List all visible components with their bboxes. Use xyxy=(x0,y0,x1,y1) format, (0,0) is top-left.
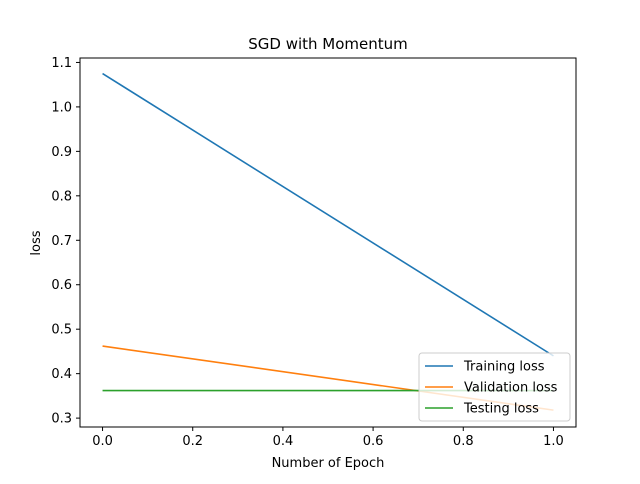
y-axis-label: loss xyxy=(29,230,44,255)
x-tick-label: 0.6 xyxy=(363,434,384,449)
legend-label-testing-loss: Testing loss xyxy=(463,402,539,417)
y-tick-label: 1.1 xyxy=(51,56,72,71)
legend-entries: Training loss Validation loss Testing loss xyxy=(425,360,558,417)
legend-label-training-loss: Training loss xyxy=(463,360,545,375)
y-tick-label: 1.0 xyxy=(51,100,72,115)
y-tick-label: 0.3 xyxy=(51,412,72,427)
x-tick-label: 0.0 xyxy=(92,434,113,449)
chart-title: SGD with Momentum xyxy=(248,35,408,53)
x-tick-label: 0.2 xyxy=(182,434,203,449)
legend: Training loss Validation loss Testing loss xyxy=(418,352,571,422)
y-tick-label: 0.7 xyxy=(51,234,72,249)
y-tick-label: 0.8 xyxy=(51,189,72,204)
x-tick-label: 0.4 xyxy=(273,434,294,449)
series-line-training-loss xyxy=(102,72,554,357)
axis-ticks: 0.0 0.2 0.4 0.6 0.8 1.0 0.3 0.4 0.5 0.6 0.7 0.8 0.9 1… xyxy=(51,56,563,449)
x-axis-label: Number of Epoch xyxy=(272,456,385,471)
legend-label-validation-loss: Validation loss xyxy=(464,381,558,396)
plot-frame xyxy=(79,57,577,428)
y-tick-label: 0.9 xyxy=(51,145,72,160)
y-tick-label: 0.4 xyxy=(51,367,72,382)
legend-box xyxy=(418,352,571,422)
y-tick-label: 0.6 xyxy=(51,278,72,293)
y-tick-label: 0.5 xyxy=(51,323,72,338)
x-tick-label: 0.8 xyxy=(453,434,474,449)
x-tick-label: 1.0 xyxy=(543,434,564,449)
